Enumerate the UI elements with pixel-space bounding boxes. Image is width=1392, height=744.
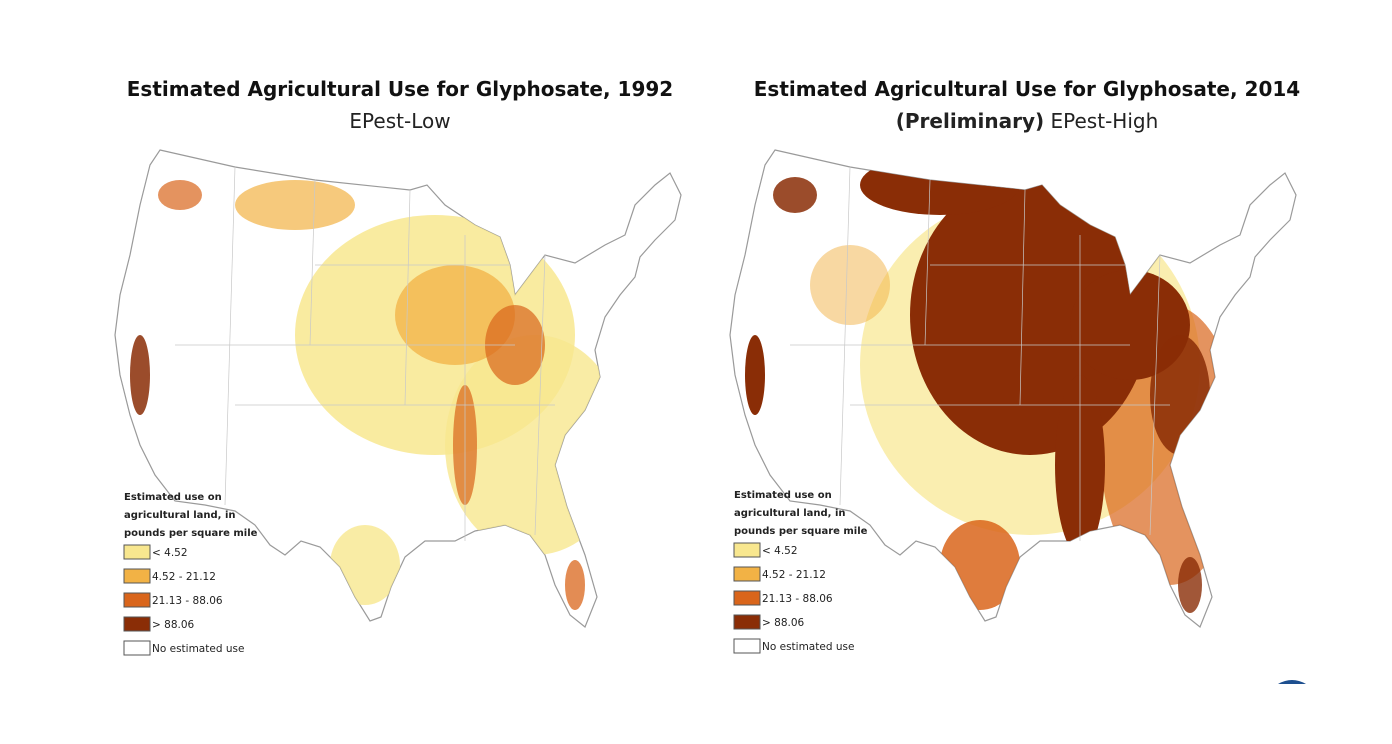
- us-map: [729, 149, 1297, 628]
- map-subtitle: EPest-Low: [349, 109, 450, 133]
- legend-label: < 4.52: [762, 545, 798, 557]
- legend-label: 4.52 - 21.12: [762, 569, 826, 581]
- legend-swatch: [123, 592, 151, 608]
- legend-label: No estimated use: [152, 643, 244, 655]
- legend-title: agricultural land, in: [124, 510, 236, 521]
- legend-label: 21.13 - 88.06: [762, 593, 833, 605]
- legend-swatch: [123, 640, 151, 656]
- legend-swatch: [123, 616, 151, 632]
- legend-title: agricultural land, in: [734, 508, 846, 519]
- legend-label: 4.52 - 21.12: [152, 571, 216, 583]
- legend-swatch: [123, 568, 151, 584]
- legend-title: pounds per square mile: [734, 526, 868, 537]
- subtitle-prefix: (Preliminary): [896, 109, 1044, 133]
- map-title: Estimated Agricultural Use for Glyphosat…: [127, 77, 673, 101]
- legend: Estimated use on agricultural land, in pou…: [733, 490, 868, 654]
- legend-label: < 4.52: [152, 547, 188, 559]
- legend-swatch: [733, 542, 761, 558]
- subtitle-text: EPest-High: [1051, 109, 1159, 133]
- legend-label: > 88.06: [762, 617, 805, 629]
- legend: Estimated use on agricultural land, in pou…: [123, 492, 258, 656]
- legend-title: Estimated use on: [124, 492, 222, 503]
- map-title: Estimated Agricultural Use for Glyphosat…: [754, 77, 1300, 101]
- logo-fragment: [1278, 680, 1306, 684]
- legend-label: 21.13 - 88.06: [152, 595, 223, 607]
- map-panel: Estimated Agricultural Use for Glyphosat…: [729, 77, 1300, 654]
- us-map: [114, 149, 682, 628]
- legend-label: > 88.06: [152, 619, 195, 631]
- legend-title: pounds per square mile: [124, 528, 258, 539]
- legend-swatch: [123, 544, 151, 560]
- legend-label: No estimated use: [762, 641, 854, 653]
- map-panel: Estimated Agricultural Use for Glyphosat…: [114, 77, 682, 656]
- legend-swatch: [733, 566, 761, 582]
- legend-swatch: [733, 614, 761, 630]
- legend-swatch: [733, 638, 761, 654]
- map-subtitle: (Preliminary) EPest-High: [896, 109, 1159, 133]
- legend-title: Estimated use on: [734, 490, 832, 501]
- legend-swatch: [733, 590, 761, 606]
